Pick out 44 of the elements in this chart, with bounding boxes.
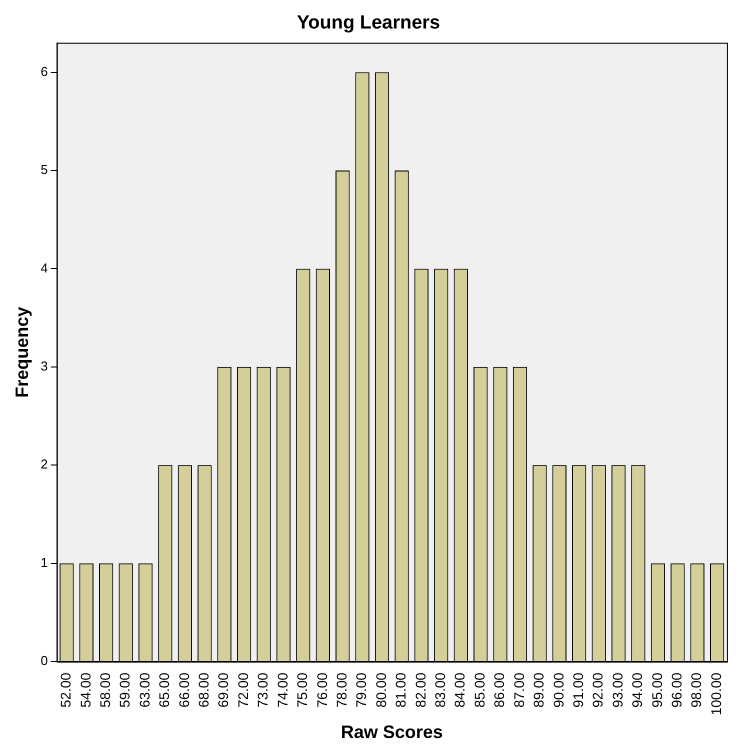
x-tick-label: 66.00 xyxy=(176,672,192,708)
x-tick-label: 95.00 xyxy=(648,672,665,708)
x-tick-label: 78.00 xyxy=(333,672,350,708)
x-tick-label: 80.00 xyxy=(372,672,389,708)
x-tick-label: 96.00 xyxy=(668,672,685,708)
x-tick-label: 68.00 xyxy=(196,672,212,708)
x-tick-label: 90.00 xyxy=(550,672,566,708)
x-tick-label: 54.00 xyxy=(77,672,94,708)
x-axis-title: Raw Scores xyxy=(340,722,443,742)
x-tick-label: 89.00 xyxy=(530,672,547,708)
x-tick-label: 52.00 xyxy=(58,672,74,708)
x-tick-label: 86.00 xyxy=(491,672,508,708)
x-tick-label: 79.00 xyxy=(353,672,370,708)
x-tick-label: 84.00 xyxy=(452,672,468,708)
x-tick-label: 69.00 xyxy=(215,672,232,708)
x-tick-label: 76.00 xyxy=(314,672,330,708)
x-tick-label: 85.00 xyxy=(471,672,488,708)
x-tick-label: 94.00 xyxy=(629,672,646,708)
chart-title: Young Learners xyxy=(296,12,440,34)
x-tick-label: 72.00 xyxy=(234,672,251,708)
y-tick-label: 0 xyxy=(40,653,48,668)
x-tick-label: 100.00 xyxy=(708,672,724,716)
x-tick-label: 65.00 xyxy=(156,672,172,708)
y-axis-title: Frequency xyxy=(12,306,32,398)
x-tick-label: 92.00 xyxy=(590,672,606,708)
x-tick-label: 91.00 xyxy=(570,672,586,708)
x-tick-label: 73.00 xyxy=(254,672,271,708)
y-tick-label: 3 xyxy=(40,358,48,374)
x-tick-label: 82.00 xyxy=(412,672,428,708)
y-tick-label: 1 xyxy=(40,554,48,570)
y-tick-label: 5 xyxy=(40,162,48,178)
x-tick-label: 87.00 xyxy=(510,672,527,708)
y-tick-label: 6 xyxy=(40,64,48,79)
x-tick-label: 98.00 xyxy=(688,672,704,708)
x-tick-label: 83.00 xyxy=(432,672,448,708)
x-tick-label: 59.00 xyxy=(116,672,133,708)
x-tick-label: 74.00 xyxy=(274,672,290,708)
x-tick-label: 75.00 xyxy=(294,672,310,708)
x-tick-label: 58.00 xyxy=(96,672,113,708)
x-tick-label: 81.00 xyxy=(392,672,409,708)
y-tick-label: 4 xyxy=(40,260,48,276)
x-tick-label: 93.00 xyxy=(609,672,626,708)
x-tick-label: 63.00 xyxy=(136,672,152,708)
y-tick-label: 2 xyxy=(40,456,48,472)
